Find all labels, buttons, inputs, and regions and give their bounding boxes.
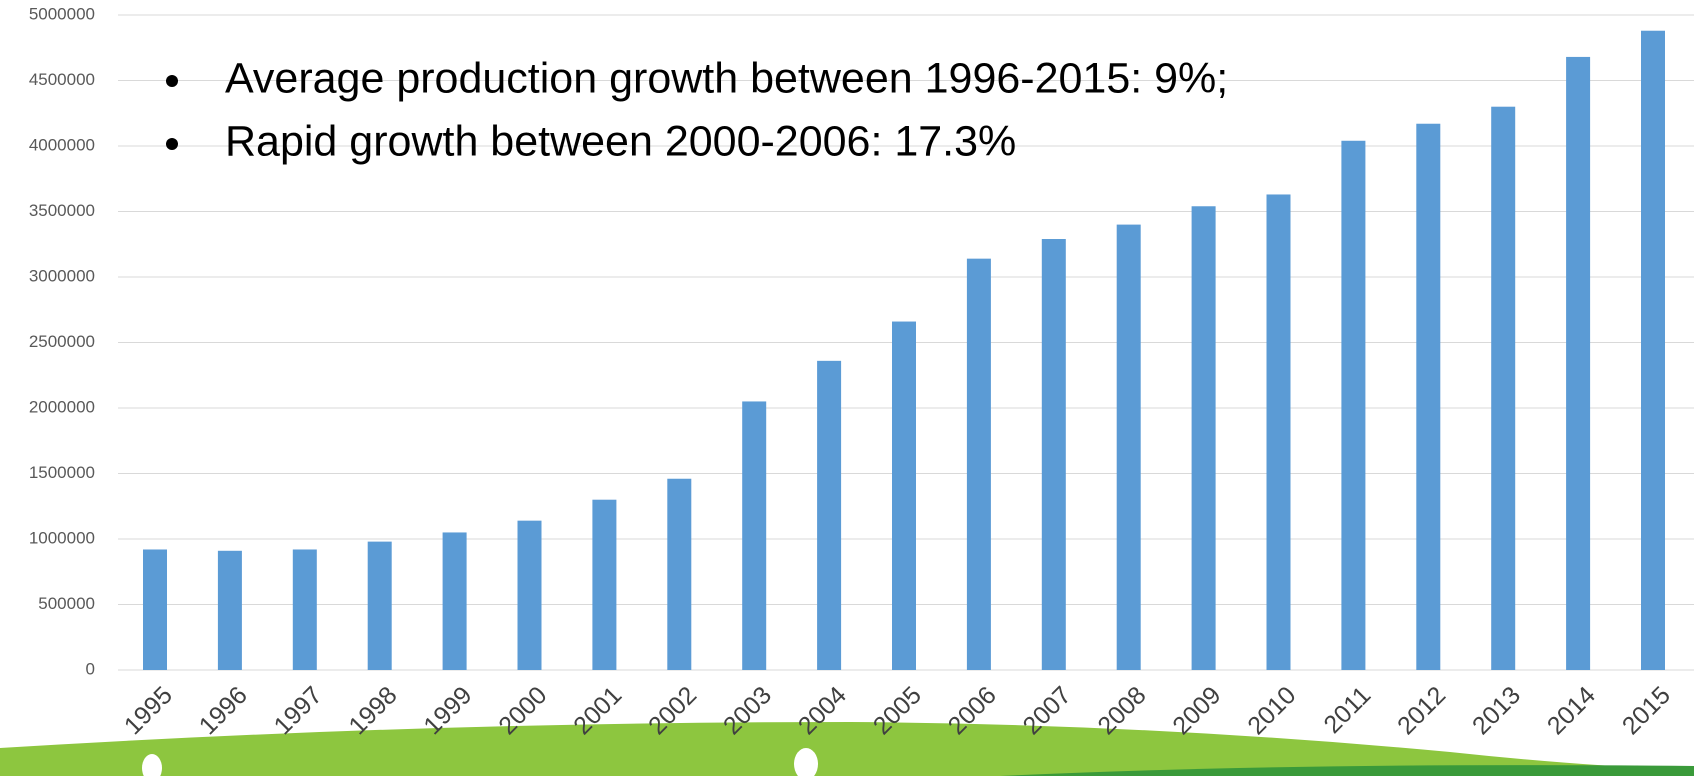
bar	[518, 521, 542, 670]
x-tick-label: 2013	[1467, 681, 1526, 740]
bar	[1192, 206, 1216, 670]
bar	[1416, 124, 1440, 670]
x-tick-label: 2014	[1542, 681, 1601, 740]
bar	[592, 500, 616, 670]
x-tick-label: 1997	[269, 681, 328, 740]
bar	[892, 322, 916, 670]
background-hills	[0, 722, 1694, 776]
bar	[1566, 57, 1590, 670]
bar	[967, 259, 991, 670]
x-tick-label: 2010	[1242, 681, 1301, 740]
bar	[1491, 107, 1515, 670]
y-tick-label: 4500000	[29, 70, 95, 89]
x-tick-label: 2015	[1617, 681, 1676, 740]
x-tick-label: 1996	[194, 681, 253, 740]
bar	[443, 532, 467, 670]
bar	[218, 551, 242, 670]
bar	[1042, 239, 1066, 670]
bar	[1267, 194, 1291, 670]
annotation: Rapid growth between 2000-2006: 17.3%	[225, 117, 1016, 165]
y-tick-label: 4000000	[29, 135, 95, 154]
y-tick-label: 500000	[38, 594, 95, 613]
x-tick-label: 2009	[1167, 681, 1226, 740]
bar	[742, 401, 766, 670]
bar	[817, 361, 841, 670]
annotation: Average production growth between 1996-2…	[225, 54, 1228, 102]
chart: 0 500000 1000000 1500000 2000000 2500000 30000…	[0, 0, 1694, 776]
plot-area: 0 500000 1000000 1500000 2000000 2500000 30000…	[29, 4, 1694, 678]
x-tick-label: 1995	[119, 681, 178, 740]
y-tick-label: 2000000	[29, 397, 95, 416]
y-tick-label: 2500000	[29, 332, 95, 351]
bar	[143, 549, 167, 670]
bar	[1117, 225, 1141, 670]
bar	[368, 542, 392, 670]
y-tick-label: 0	[86, 659, 95, 678]
x-tick-label: 2012	[1392, 681, 1451, 740]
y-tick-label: 1000000	[29, 528, 95, 547]
bar	[1341, 141, 1365, 670]
bullet	[166, 138, 178, 150]
bullet	[166, 75, 178, 87]
bar	[293, 549, 317, 670]
bar	[1641, 31, 1665, 670]
y-tick-label: 3000000	[29, 266, 95, 285]
bar	[667, 479, 691, 670]
y-tick-label: 5000000	[29, 4, 95, 23]
x-tick-label: 2011	[1318, 681, 1376, 739]
y-tick-label: 3500000	[29, 201, 95, 220]
y-tick-label: 1500000	[29, 463, 95, 482]
